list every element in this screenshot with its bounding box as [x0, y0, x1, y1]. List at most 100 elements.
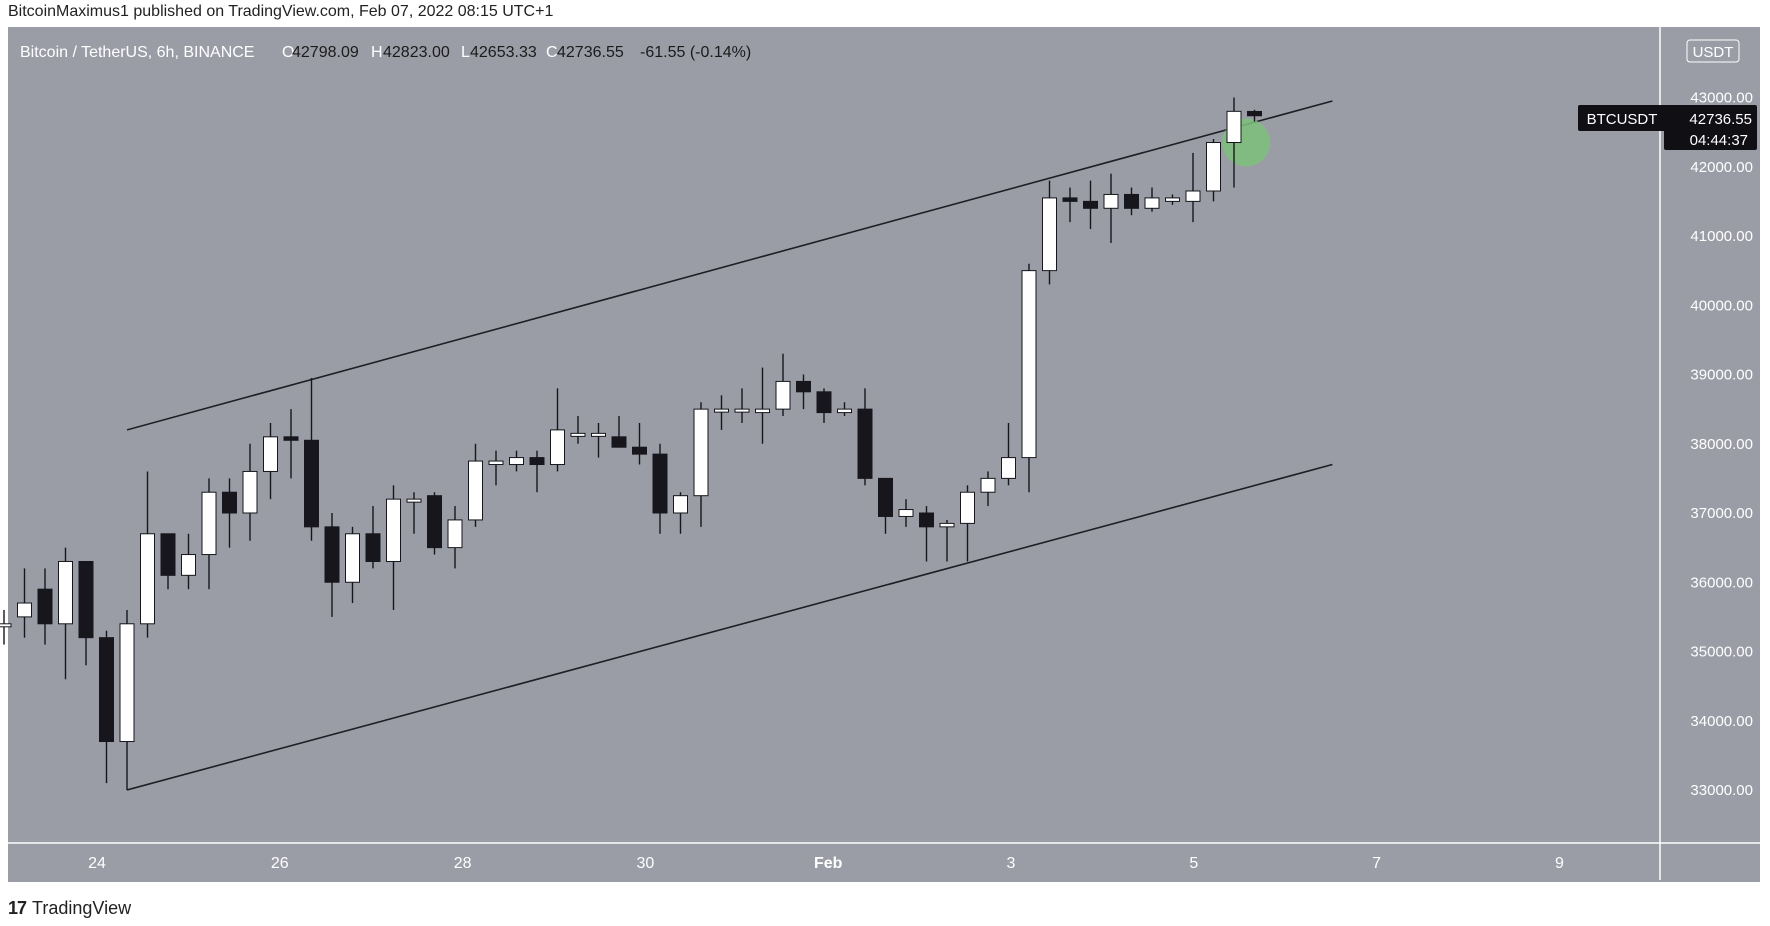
candle-body-up — [1165, 197, 1180, 202]
price-tag-symbol: BTCUSDT — [1587, 111, 1658, 128]
candle[interactable] — [816, 388, 832, 423]
candle[interactable] — [611, 416, 627, 448]
candle[interactable] — [58, 547, 73, 680]
candle-body-up — [673, 495, 688, 514]
candle[interactable] — [0, 609, 12, 645]
candle[interactable] — [427, 492, 442, 555]
candle-body-up — [550, 429, 565, 466]
y-tick-label: 43000.00 — [1690, 90, 1753, 107]
candle[interactable] — [673, 492, 688, 534]
candle[interactable] — [242, 443, 258, 541]
price-tag[interactable]: BTCUSDT 42736.55 04:44:37 — [1578, 105, 1757, 150]
candle[interactable] — [980, 471, 996, 507]
x-tick-label: 30 — [637, 855, 655, 872]
candle[interactable] — [1042, 180, 1057, 285]
candle[interactable] — [37, 568, 53, 645]
candle-body-up — [693, 408, 709, 497]
x-tick-label: 26 — [271, 855, 289, 872]
candle[interactable] — [529, 450, 545, 493]
candle-body-down — [365, 533, 381, 562]
currency-badge-box — [1686, 39, 1740, 63]
candle[interactable] — [550, 388, 565, 472]
candle-body-down — [1124, 193, 1139, 209]
candle[interactable] — [324, 513, 340, 617]
candle[interactable] — [919, 506, 934, 562]
candle[interactable] — [1021, 263, 1037, 493]
candle-body-down — [283, 436, 299, 441]
candle[interactable] — [878, 477, 893, 534]
candle[interactable] — [201, 478, 217, 590]
candle[interactable] — [99, 630, 114, 784]
candle[interactable] — [140, 471, 155, 638]
candle[interactable] — [796, 374, 811, 410]
candle[interactable] — [1124, 187, 1139, 216]
candle[interactable] — [304, 377, 319, 541]
candle-body-down — [304, 439, 319, 528]
candle[interactable] — [509, 450, 524, 472]
candle[interactable] — [591, 422, 606, 458]
candle[interactable] — [1206, 139, 1221, 202]
currency-badge[interactable]: USDT — [1686, 39, 1740, 63]
candle[interactable] — [222, 478, 237, 548]
candle[interactable] — [960, 485, 975, 562]
candle-body-up — [570, 432, 586, 437]
channel-upper-line[interactable] — [126, 100, 1333, 431]
candle-body-up — [960, 491, 975, 524]
x-tick-label: 3 — [1007, 855, 1016, 872]
candle[interactable] — [447, 506, 463, 569]
candle-body-up — [837, 408, 852, 414]
candle[interactable] — [119, 609, 135, 790]
candle[interactable] — [1165, 194, 1180, 205]
candle-body-down — [1083, 200, 1098, 209]
tradingview-logo-icon: 17 — [8, 898, 27, 918]
candle[interactable] — [488, 450, 504, 486]
candle[interactable] — [365, 506, 381, 569]
candle[interactable] — [1062, 187, 1078, 223]
candle[interactable] — [734, 388, 750, 423]
ohlc-low-label: L — [461, 44, 470, 61]
candle[interactable] — [1103, 173, 1119, 243]
candle[interactable] — [898, 499, 914, 527]
candle[interactable] — [1226, 97, 1242, 188]
candle[interactable] — [1001, 422, 1016, 486]
candle[interactable] — [632, 422, 647, 465]
footer-brand[interactable]: 17 TradingView — [8, 898, 131, 919]
candle[interactable] — [714, 395, 729, 430]
price-tag-symbol-box — [1578, 105, 1668, 131]
candle[interactable] — [857, 388, 873, 486]
y-tick-label: 33000.00 — [1690, 782, 1753, 799]
candle[interactable] — [406, 492, 422, 534]
candle[interactable] — [1083, 180, 1098, 230]
candle-body-up — [755, 408, 770, 414]
y-tick-label: 36000.00 — [1690, 574, 1753, 591]
channel-lower-line[interactable] — [126, 463, 1333, 791]
candle[interactable] — [1185, 152, 1201, 223]
candle[interactable] — [386, 485, 401, 610]
candle-body-down — [796, 380, 811, 393]
candle[interactable] — [17, 568, 32, 638]
candle[interactable] — [283, 409, 299, 479]
candle[interactable] — [755, 367, 770, 444]
price-axis-panel[interactable] — [1660, 27, 1760, 847]
candle[interactable] — [570, 416, 586, 444]
candle-body-up — [898, 509, 914, 517]
candle[interactable] — [939, 519, 955, 562]
candle-body-down — [529, 457, 545, 466]
candle[interactable] — [837, 402, 852, 417]
candle[interactable] — [181, 533, 196, 590]
candle[interactable] — [345, 526, 360, 604]
candle[interactable] — [1247, 109, 1262, 122]
candle[interactable] — [693, 402, 709, 527]
candle[interactable] — [1144, 187, 1160, 212]
candle-body-down — [222, 491, 237, 514]
candle[interactable] — [775, 353, 791, 417]
candle-body-up — [447, 519, 463, 549]
candle[interactable] — [263, 422, 278, 500]
candle-body-up — [201, 491, 217, 556]
candle[interactable] — [652, 443, 668, 534]
candle[interactable] — [468, 443, 483, 527]
candle-body-up — [734, 408, 750, 413]
candle[interactable] — [160, 533, 176, 590]
candle[interactable] — [78, 560, 94, 666]
